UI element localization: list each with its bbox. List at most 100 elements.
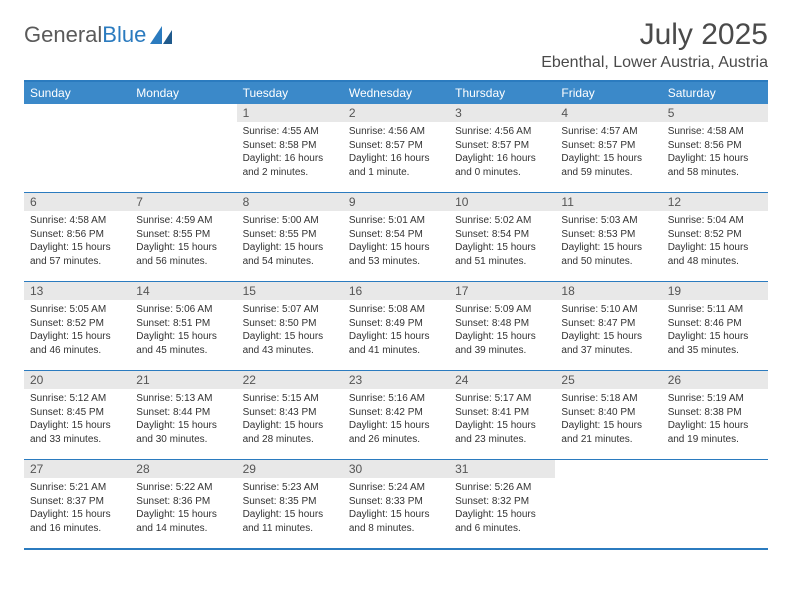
daylight-text: Daylight: 15 hours and 58 minutes. xyxy=(668,152,762,179)
day-details: Sunrise: 5:00 AMSunset: 8:55 PMDaylight:… xyxy=(237,211,343,272)
sunrise-text: Sunrise: 4:58 AM xyxy=(668,125,762,139)
sunset-text: Sunset: 8:47 PM xyxy=(561,317,655,331)
sunset-text: Sunset: 8:32 PM xyxy=(455,495,549,509)
sunset-text: Sunset: 8:42 PM xyxy=(349,406,443,420)
location-subtitle: Ebenthal, Lower Austria, Austria xyxy=(541,54,768,72)
sunrise-text: Sunrise: 5:03 AM xyxy=(561,214,655,228)
day-details: Sunrise: 5:15 AMSunset: 8:43 PMDaylight:… xyxy=(237,389,343,450)
day-number: 10 xyxy=(449,193,555,211)
day-details: Sunrise: 4:56 AMSunset: 8:57 PMDaylight:… xyxy=(449,122,555,183)
day-cell: 9Sunrise: 5:01 AMSunset: 8:54 PMDaylight… xyxy=(343,193,449,281)
day-number xyxy=(24,104,130,108)
day-number: 3 xyxy=(449,104,555,122)
sunrise-text: Sunrise: 5:13 AM xyxy=(136,392,230,406)
sunrise-text: Sunrise: 5:00 AM xyxy=(243,214,337,228)
day-details: Sunrise: 5:10 AMSunset: 8:47 PMDaylight:… xyxy=(555,300,661,361)
daylight-text: Daylight: 15 hours and 51 minutes. xyxy=(455,241,549,268)
day-cell: 17Sunrise: 5:09 AMSunset: 8:48 PMDayligh… xyxy=(449,282,555,370)
sunset-text: Sunset: 8:43 PM xyxy=(243,406,337,420)
day-number: 27 xyxy=(24,460,130,478)
sunset-text: Sunset: 8:48 PM xyxy=(455,317,549,331)
day-number: 15 xyxy=(237,282,343,300)
daylight-text: Daylight: 15 hours and 19 minutes. xyxy=(668,419,762,446)
day-number: 20 xyxy=(24,371,130,389)
daylight-text: Daylight: 15 hours and 39 minutes. xyxy=(455,330,549,357)
sunrise-text: Sunrise: 5:08 AM xyxy=(349,303,443,317)
day-number: 7 xyxy=(130,193,236,211)
sunrise-text: Sunrise: 5:01 AM xyxy=(349,214,443,228)
day-details: Sunrise: 5:22 AMSunset: 8:36 PMDaylight:… xyxy=(130,478,236,539)
sunset-text: Sunset: 8:52 PM xyxy=(668,228,762,242)
weekday-header: Wednesday xyxy=(343,82,449,104)
sunrise-text: Sunrise: 5:19 AM xyxy=(668,392,762,406)
sunset-text: Sunset: 8:56 PM xyxy=(30,228,124,242)
sunset-text: Sunset: 8:57 PM xyxy=(349,139,443,153)
sunset-text: Sunset: 8:50 PM xyxy=(243,317,337,331)
sunrise-text: Sunrise: 4:58 AM xyxy=(30,214,124,228)
day-number: 22 xyxy=(237,371,343,389)
day-number: 2 xyxy=(343,104,449,122)
month-year-title: July 2025 xyxy=(541,18,768,52)
day-number: 13 xyxy=(24,282,130,300)
logo-word-1: General xyxy=(24,22,102,48)
title-block: July 2025 Ebenthal, Lower Austria, Austr… xyxy=(541,18,768,72)
day-number xyxy=(555,460,661,464)
day-cell: 14Sunrise: 5:06 AMSunset: 8:51 PMDayligh… xyxy=(130,282,236,370)
daylight-text: Daylight: 16 hours and 2 minutes. xyxy=(243,152,337,179)
day-details: Sunrise: 4:58 AMSunset: 8:56 PMDaylight:… xyxy=(662,122,768,183)
daylight-text: Daylight: 15 hours and 33 minutes. xyxy=(30,419,124,446)
daylight-text: Daylight: 15 hours and 43 minutes. xyxy=(243,330,337,357)
sunset-text: Sunset: 8:57 PM xyxy=(561,139,655,153)
day-details: Sunrise: 5:02 AMSunset: 8:54 PMDaylight:… xyxy=(449,211,555,272)
day-cell: 8Sunrise: 5:00 AMSunset: 8:55 PMDaylight… xyxy=(237,193,343,281)
daylight-text: Daylight: 16 hours and 1 minute. xyxy=(349,152,443,179)
day-details: Sunrise: 5:08 AMSunset: 8:49 PMDaylight:… xyxy=(343,300,449,361)
day-number: 9 xyxy=(343,193,449,211)
day-cell: 12Sunrise: 5:04 AMSunset: 8:52 PMDayligh… xyxy=(662,193,768,281)
day-cell: 1Sunrise: 4:55 AMSunset: 8:58 PMDaylight… xyxy=(237,104,343,192)
daylight-text: Daylight: 15 hours and 37 minutes. xyxy=(561,330,655,357)
sunrise-text: Sunrise: 5:05 AM xyxy=(30,303,124,317)
day-number: 5 xyxy=(662,104,768,122)
sunset-text: Sunset: 8:55 PM xyxy=(243,228,337,242)
day-cell: 28Sunrise: 5:22 AMSunset: 8:36 PMDayligh… xyxy=(130,460,236,548)
day-number: 17 xyxy=(449,282,555,300)
day-number: 6 xyxy=(24,193,130,211)
day-number: 21 xyxy=(130,371,236,389)
sunset-text: Sunset: 8:51 PM xyxy=(136,317,230,331)
day-cell: 6 Sunrise: 4:58 AMSunset: 8:56 PMDaylight… xyxy=(24,193,130,281)
day-number: 31 xyxy=(449,460,555,478)
calendar-table: Sunday Monday Tuesday Wednesday Thursday… xyxy=(24,80,768,550)
logo: GeneralBlue xyxy=(24,18,172,48)
day-number: 4 xyxy=(555,104,661,122)
weekday-header: Thursday xyxy=(449,82,555,104)
day-details: Sunrise: 4:59 AMSunset: 8:55 PMDaylight:… xyxy=(130,211,236,272)
daylight-text: Daylight: 15 hours and 53 minutes. xyxy=(349,241,443,268)
weekday-header: Friday xyxy=(555,82,661,104)
sunset-text: Sunset: 8:36 PM xyxy=(136,495,230,509)
day-details: Sunrise: 5:06 AMSunset: 8:51 PMDaylight:… xyxy=(130,300,236,361)
sunset-text: Sunset: 8:35 PM xyxy=(243,495,337,509)
sunset-text: Sunset: 8:56 PM xyxy=(668,139,762,153)
sunset-text: Sunset: 8:54 PM xyxy=(455,228,549,242)
sunrise-text: Sunrise: 5:17 AM xyxy=(455,392,549,406)
sunrise-text: Sunrise: 5:02 AM xyxy=(455,214,549,228)
daylight-text: Daylight: 15 hours and 6 minutes. xyxy=(455,508,549,535)
day-cell: 13Sunrise: 5:05 AMSunset: 8:52 PMDayligh… xyxy=(24,282,130,370)
daylight-text: Daylight: 16 hours and 0 minutes. xyxy=(455,152,549,179)
week-row: 27Sunrise: 5:21 AMSunset: 8:37 PMDayligh… xyxy=(24,459,768,548)
calendar-page: GeneralBlue July 2025 Ebenthal, Lower Au… xyxy=(0,0,792,612)
daylight-text: Daylight: 15 hours and 56 minutes. xyxy=(136,241,230,268)
sunset-text: Sunset: 8:33 PM xyxy=(349,495,443,509)
sunrise-text: Sunrise: 5:21 AM xyxy=(30,481,124,495)
day-cell: 3Sunrise: 4:56 AMSunset: 8:57 PMDaylight… xyxy=(449,104,555,192)
daylight-text: Daylight: 15 hours and 57 minutes. xyxy=(30,241,124,268)
day-cell: 5Sunrise: 4:58 AMSunset: 8:56 PMDaylight… xyxy=(662,104,768,192)
sunrise-text: Sunrise: 5:10 AM xyxy=(561,303,655,317)
daylight-text: Daylight: 15 hours and 59 minutes. xyxy=(561,152,655,179)
day-cell: 16Sunrise: 5:08 AMSunset: 8:49 PMDayligh… xyxy=(343,282,449,370)
week-row: 13Sunrise: 5:05 AMSunset: 8:52 PMDayligh… xyxy=(24,281,768,370)
sunset-text: Sunset: 8:44 PM xyxy=(136,406,230,420)
logo-word-2: Blue xyxy=(102,22,146,48)
sunset-text: Sunset: 8:58 PM xyxy=(243,139,337,153)
